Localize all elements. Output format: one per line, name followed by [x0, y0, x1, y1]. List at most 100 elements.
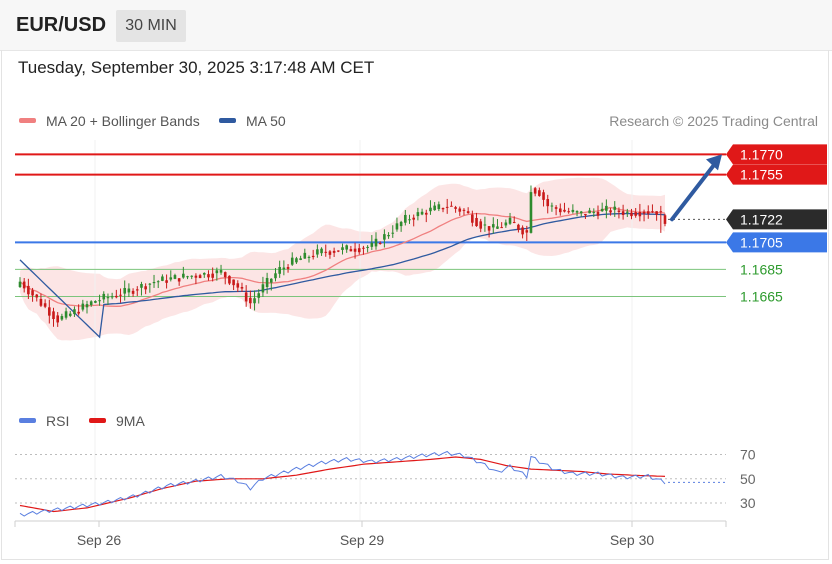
candle	[278, 260, 281, 278]
legend: MA 20 + Bollinger Bands MA 50 Research ©…	[19, 113, 818, 129]
candle	[378, 241, 382, 245]
ma9-legend-swatch	[89, 418, 106, 423]
candle	[517, 223, 520, 233]
candle-body	[441, 207, 445, 210]
candle	[48, 299, 51, 324]
candle-body	[542, 192, 545, 200]
candle	[257, 289, 261, 304]
candle	[538, 187, 541, 197]
candle-body	[466, 211, 470, 214]
candle-body	[370, 242, 374, 247]
candle-body	[424, 212, 428, 215]
candle-body	[261, 284, 265, 293]
rsi-tick-label: 70	[740, 447, 756, 463]
candle	[161, 274, 164, 282]
rsi-lines	[19, 450, 666, 517]
candle-body	[123, 287, 127, 294]
candle-body	[584, 213, 587, 216]
candle	[244, 285, 248, 307]
candle-body	[152, 282, 156, 284]
candle-body	[596, 211, 600, 216]
candle-body	[228, 275, 231, 284]
candle-body	[471, 214, 474, 223]
candle-body	[320, 248, 323, 254]
candle	[408, 214, 411, 224]
candle-body	[638, 211, 642, 217]
candle	[374, 232, 378, 250]
candle-body	[592, 211, 596, 213]
rsi-line	[19, 450, 666, 517]
moving-averages	[19, 206, 666, 339]
candle	[190, 275, 194, 280]
candle	[299, 255, 302, 261]
level-label-box	[726, 209, 827, 230]
candle-body	[454, 207, 457, 209]
candle-body	[240, 287, 244, 289]
candle	[630, 208, 633, 220]
candle-body	[35, 294, 39, 298]
candle	[345, 244, 348, 253]
candle	[504, 219, 508, 228]
candle	[626, 208, 629, 218]
candle-body	[399, 221, 403, 227]
candle	[441, 207, 445, 213]
candle-body	[269, 278, 273, 283]
candle-body	[165, 280, 168, 283]
candle	[533, 187, 537, 197]
candle-body	[303, 252, 307, 259]
candle-body	[554, 207, 558, 209]
candle-body	[73, 309, 76, 315]
timeframe-button[interactable]: 30 MIN	[116, 10, 186, 42]
candle-body	[383, 234, 386, 240]
target-arrow	[670, 154, 722, 222]
candle	[341, 243, 344, 255]
level-label: 1.1770	[740, 146, 783, 162]
candles	[18, 185, 667, 327]
rsi-legend: RSI 9MA	[19, 413, 145, 429]
ma50-line	[19, 212, 666, 339]
candle	[651, 204, 654, 213]
candle-body	[341, 247, 344, 251]
candle	[525, 225, 529, 241]
candle-body	[278, 267, 281, 274]
candle	[265, 272, 269, 294]
candle	[56, 312, 59, 327]
candle	[89, 300, 93, 307]
candle	[64, 307, 68, 320]
candle	[324, 244, 328, 257]
candle-body	[135, 289, 139, 291]
candle	[483, 216, 487, 232]
rsi-tick-label: 50	[740, 471, 756, 487]
candle-body	[257, 293, 261, 298]
candle-body	[332, 250, 336, 253]
candle	[609, 207, 612, 216]
candle	[529, 185, 533, 234]
candle	[475, 212, 478, 227]
candle	[144, 283, 147, 295]
candle-body	[219, 270, 223, 273]
candle-body	[529, 192, 533, 233]
candle-body	[295, 258, 298, 263]
candle	[207, 270, 210, 281]
candle-body	[558, 208, 562, 213]
candle	[35, 293, 39, 302]
candle	[127, 283, 131, 297]
candle	[18, 277, 22, 288]
candle-body	[115, 295, 118, 298]
candle	[567, 207, 570, 214]
candle-body	[64, 311, 68, 318]
level-label-box	[726, 164, 827, 185]
candle	[349, 245, 353, 252]
candle-body	[215, 270, 219, 274]
candle-body	[567, 211, 570, 213]
x-tick-label: Sep 26	[77, 532, 122, 548]
candle	[73, 306, 76, 317]
candle-body	[232, 279, 235, 286]
level-label: 1.1685	[740, 261, 783, 277]
candle	[399, 220, 403, 232]
candle-body	[525, 230, 529, 233]
candle	[228, 275, 231, 286]
candle-body	[366, 246, 369, 248]
candle-body	[630, 212, 633, 217]
